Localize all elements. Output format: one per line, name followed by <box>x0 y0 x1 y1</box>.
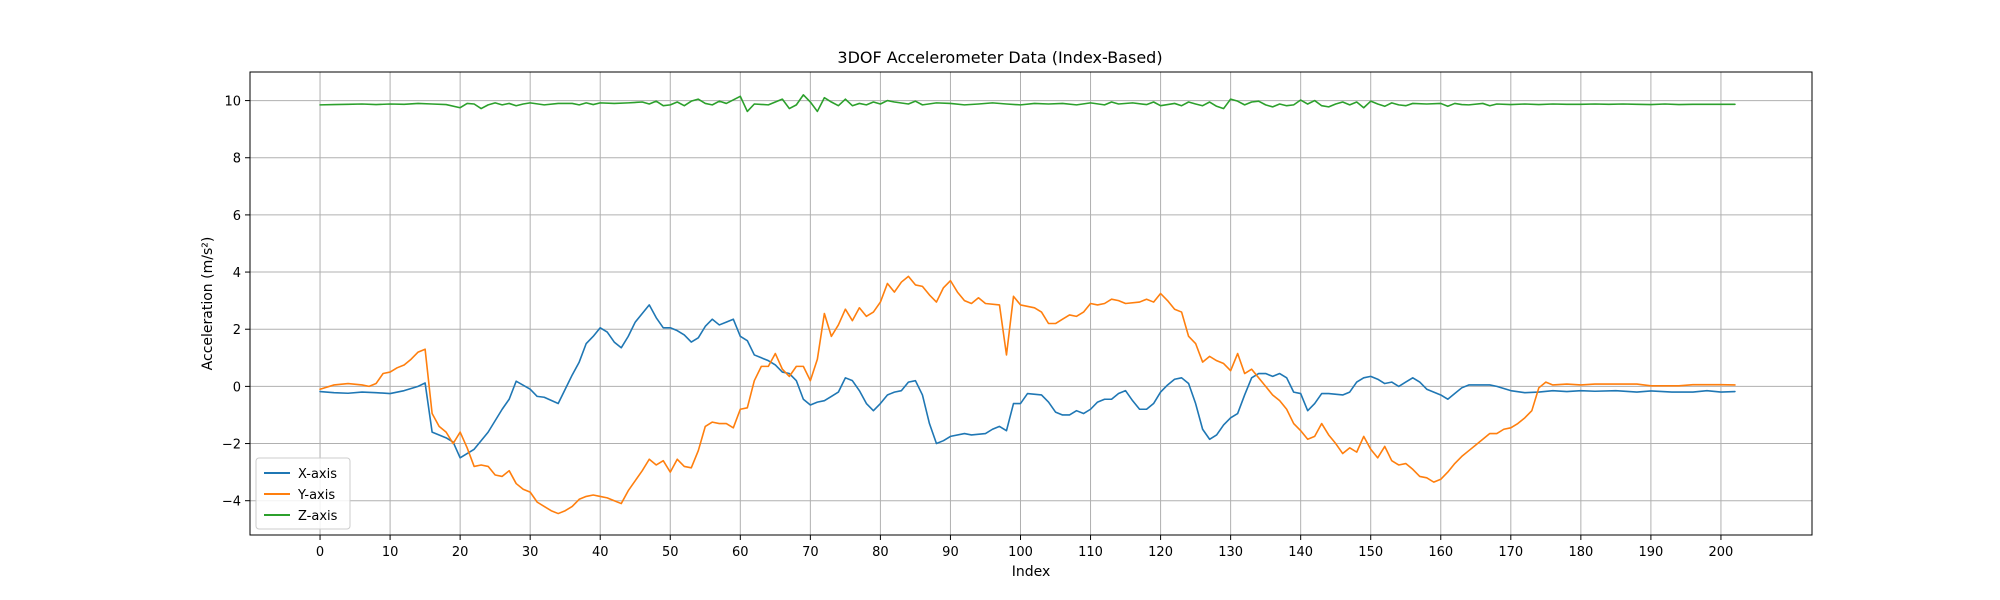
x-tick-label: 180 <box>1568 545 1593 560</box>
x-tick-label: 190 <box>1638 545 1663 560</box>
x-tick-label: 10 <box>382 545 399 560</box>
legend-label: Y-axis <box>297 488 335 503</box>
y-tick-label: 6 <box>233 209 241 224</box>
x-tick-label: 80 <box>872 545 889 560</box>
series-lines <box>319 94 1736 515</box>
x-tick-label: 170 <box>1498 545 1523 560</box>
series-line-x-axis <box>319 304 1736 459</box>
legend-box <box>255 457 351 530</box>
series-line-y-axis <box>319 275 1736 515</box>
y-tick-label: 2 <box>233 323 241 338</box>
x-tick-label: 120 <box>1148 545 1173 560</box>
legend: X-axis Y-axis Z-axis <box>255 457 351 530</box>
grid <box>250 72 1812 535</box>
y-axis-label: Acceleration (m/s²) <box>200 237 216 371</box>
y-tick-label: 0 <box>233 380 241 395</box>
y-axis-ticks: −4 −2 0 2 4 6 8 10 <box>222 95 250 510</box>
y-tick-label: 10 <box>224 95 241 110</box>
x-tick-label: 90 <box>942 545 959 560</box>
chart-title: 3DOF Accelerometer Data (Index-Based) <box>837 48 1162 67</box>
x-tick-label: 150 <box>1358 545 1383 560</box>
y-tick-label: −4 <box>222 495 241 510</box>
legend-label: Z-axis <box>298 509 338 524</box>
x-tick-label: 130 <box>1218 545 1243 560</box>
series-line-z-axis <box>319 94 1736 113</box>
x-tick-label: 70 <box>802 545 819 560</box>
x-tick-label: 60 <box>732 545 749 560</box>
x-tick-label: 110 <box>1078 545 1103 560</box>
x-axis-ticks: 0 10 20 30 40 50 60 70 80 90 100 110 120 130 140 150 160… <box>316 535 1733 560</box>
x-tick-label: 100 <box>1008 545 1033 560</box>
plot-frame <box>249 71 1813 536</box>
x-tick-label: 0 <box>316 545 324 560</box>
x-tick-label: 20 <box>452 545 469 560</box>
y-tick-label: 8 <box>233 152 241 167</box>
y-tick-label: −2 <box>222 438 241 453</box>
x-tick-label: 140 <box>1288 545 1313 560</box>
x-tick-label: 40 <box>592 545 609 560</box>
x-tick-label: 30 <box>522 545 539 560</box>
y-tick-label: 4 <box>233 266 241 281</box>
x-tick-label: 50 <box>662 545 679 560</box>
x-tick-label: 200 <box>1709 545 1734 560</box>
legend-label: X-axis <box>298 467 337 482</box>
x-axis-label: Index <box>1012 564 1051 580</box>
x-tick-label: 160 <box>1428 545 1453 560</box>
